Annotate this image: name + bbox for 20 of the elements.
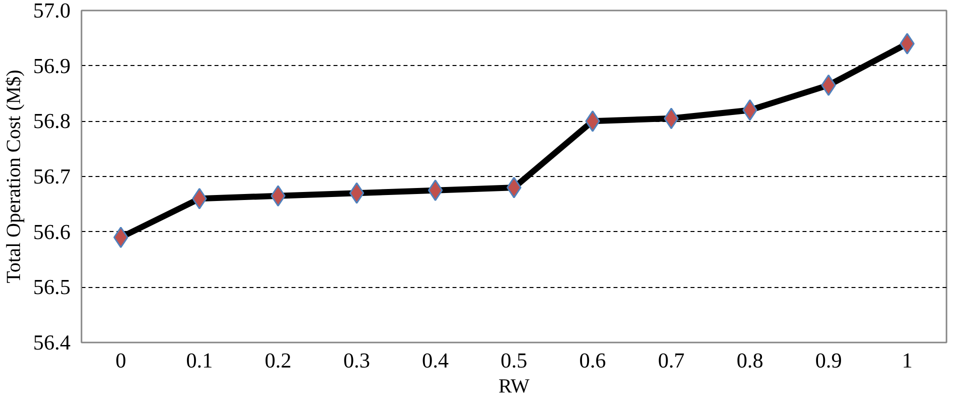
x-tick-label: 0.9 (815, 348, 842, 372)
x-tick-label: 0.4 (422, 348, 450, 372)
y-tick-label: 56.8 (33, 109, 71, 134)
x-tick-label: 0.8 (736, 348, 764, 372)
x-tick-label: 1 (902, 348, 913, 372)
x-tick-label: 0.7 (658, 348, 685, 372)
y-tick-label: 56.6 (33, 220, 71, 244)
x-tick-label: 0.6 (579, 348, 606, 372)
x-tick-label: 0 (115, 348, 126, 372)
x-tick-label: 0.3 (343, 348, 370, 372)
y-tick-label: 57.0 (33, 0, 71, 22)
y-tick-label: 56.4 (33, 330, 71, 354)
x-tick-label: 0.5 (500, 348, 528, 372)
y-tick-label: 56.5 (33, 275, 71, 300)
y-axis-title: Total Operation Cost (M$) (3, 70, 26, 284)
y-tick-label: 56.7 (33, 164, 71, 188)
x-tick-label: 0.1 (186, 348, 213, 372)
y-tick-label: 56.9 (33, 54, 71, 78)
x-tick-label: 0.2 (264, 348, 292, 372)
x-axis-title: RW (498, 376, 530, 398)
